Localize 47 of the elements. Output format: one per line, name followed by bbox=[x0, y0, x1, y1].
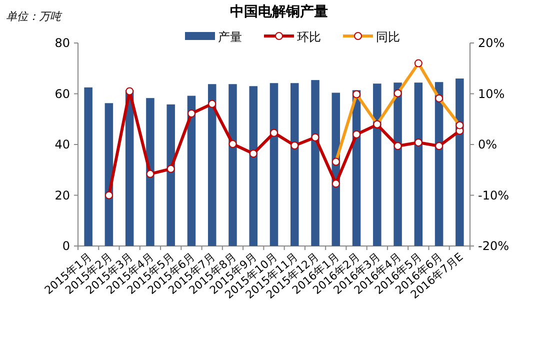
bar bbox=[270, 83, 278, 246]
bar bbox=[228, 84, 237, 246]
bar bbox=[187, 96, 196, 246]
y2-tick-label: 20% bbox=[478, 36, 505, 50]
point bbox=[208, 100, 216, 108]
bar bbox=[208, 84, 216, 246]
legend-label: 产量 bbox=[218, 30, 242, 44]
point bbox=[166, 164, 175, 173]
bar bbox=[394, 82, 402, 246]
bar bbox=[456, 78, 464, 246]
point bbox=[146, 170, 154, 178]
point bbox=[228, 140, 237, 148]
point bbox=[394, 142, 402, 150]
y-tick-label: 20 bbox=[54, 188, 70, 202]
point bbox=[352, 130, 361, 138]
bar bbox=[104, 103, 114, 246]
point bbox=[414, 138, 422, 146]
bar bbox=[414, 82, 423, 246]
bar bbox=[166, 104, 175, 246]
bar bbox=[84, 87, 92, 246]
y2-tick-label: 10% bbox=[478, 86, 505, 101]
bar bbox=[146, 98, 154, 246]
legend-label: 环比 bbox=[297, 30, 321, 44]
point bbox=[270, 128, 278, 137]
y-tick-label: 60 bbox=[54, 86, 70, 101]
point bbox=[187, 110, 196, 118]
point bbox=[332, 180, 340, 188]
y2-tick-label: -20% bbox=[478, 239, 510, 253]
point bbox=[249, 150, 258, 158]
point bbox=[311, 133, 320, 142]
bar bbox=[290, 83, 299, 246]
bar bbox=[311, 80, 320, 246]
y-tick-label: 80 bbox=[54, 36, 70, 50]
legend-label: 同比 bbox=[376, 30, 400, 44]
y-tick-label: 40 bbox=[54, 138, 70, 152]
y2-tick-label: -10% bbox=[478, 188, 510, 202]
chart-title: 中国电解铜产量 bbox=[230, 3, 328, 20]
point bbox=[126, 87, 134, 96]
point bbox=[435, 142, 444, 150]
point bbox=[104, 191, 113, 200]
y-axis-title: 单位：万吨 bbox=[6, 10, 63, 23]
bar bbox=[434, 82, 444, 246]
y-tick-label: 0 bbox=[62, 239, 70, 253]
y2-tick-label: 0% bbox=[478, 138, 498, 152]
bar bbox=[249, 86, 258, 246]
bar bbox=[373, 84, 382, 246]
point bbox=[290, 142, 299, 150]
